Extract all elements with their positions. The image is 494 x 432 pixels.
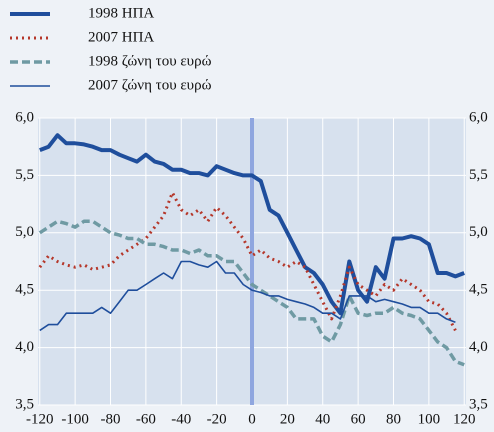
x-tick-label: -20 — [207, 411, 227, 427]
y-tick-label: 3,5 — [15, 396, 34, 412]
legend-label: 2007 ΗΠΑ — [88, 29, 154, 45]
x-tick-label: -40 — [171, 411, 191, 427]
x-tick-label: 120 — [453, 411, 476, 427]
legend-label: 1998 ζώνη του ευρώ — [88, 53, 212, 69]
y2-tick-label: 4,5 — [469, 282, 488, 298]
series-line — [39, 260, 456, 332]
x-tick-label: 60 — [351, 411, 366, 427]
x-tick-label: -120 — [26, 411, 54, 427]
y2-tick-label: 5,5 — [469, 167, 488, 183]
x-tick-label: -100 — [61, 411, 89, 427]
series-line — [38, 191, 457, 332]
x-tick-label: 0 — [248, 411, 256, 427]
y-tick-label: 4,0 — [15, 339, 34, 355]
y-tick-label: 4,5 — [15, 282, 34, 298]
x-tick-label: -80 — [101, 411, 121, 427]
series-line — [38, 219, 465, 367]
y-tick-label: 5,0 — [15, 224, 34, 240]
x-tick-label: 80 — [386, 411, 401, 427]
y2-tick-label: 3,5 — [469, 396, 488, 412]
y2-tick-label: 6,0 — [469, 109, 488, 125]
x-tick-label: 40 — [315, 411, 330, 427]
legend-label: 1998 ΗΠΑ — [88, 5, 154, 21]
y-tick-label: 5,5 — [15, 167, 34, 183]
legend-label: 2007 ζώνη του ευρώ — [88, 77, 212, 93]
series-line — [39, 133, 465, 316]
x-tick-label: 100 — [418, 411, 441, 427]
y2-tick-label: 4,0 — [469, 339, 488, 355]
y2-tick-label: 5,0 — [469, 224, 488, 240]
x-tick-label: -60 — [136, 411, 156, 427]
y-tick-label: 6,0 — [15, 109, 34, 125]
x-tick-label: 20 — [280, 411, 295, 427]
